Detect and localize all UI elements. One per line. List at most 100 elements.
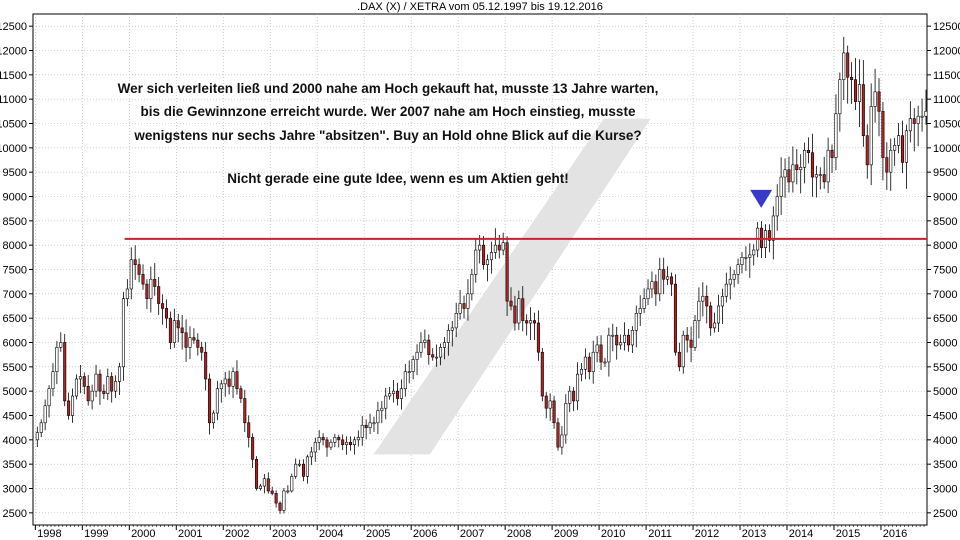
candle-up — [121, 298, 125, 368]
x-tick-label: 2006 — [413, 528, 437, 540]
candle-up — [529, 320, 533, 324]
candle-down — [204, 351, 208, 380]
candle-down — [830, 149, 834, 158]
candle-up — [607, 334, 611, 363]
candle-down — [184, 332, 188, 348]
candle-down — [513, 305, 517, 324]
candle-up — [697, 300, 701, 321]
y-tick-label: 9000 — [3, 192, 27, 204]
candle-up — [591, 351, 595, 373]
y-tick-label: 9000 — [933, 192, 957, 204]
candle-down — [145, 283, 149, 300]
candle-up — [619, 342, 623, 346]
candle-down — [67, 400, 71, 416]
candle-down — [877, 91, 881, 112]
x-axis: 1998 1999 2000 2001 2002 2003 2004 2005 2006 2007… — [34, 525, 925, 540]
y-tick-label: 2500 — [3, 508, 27, 520]
candle-up — [423, 339, 427, 343]
candle-up — [368, 422, 372, 428]
candle-up — [90, 390, 94, 402]
candle-down — [168, 317, 172, 343]
candle-up — [360, 424, 364, 438]
candle-up — [466, 293, 470, 309]
candle-up — [39, 422, 43, 433]
candle-up — [920, 115, 924, 118]
candle-up — [380, 407, 384, 411]
candle-down — [364, 424, 368, 428]
candle-up — [701, 295, 705, 302]
candle-up — [78, 376, 82, 380]
candle-down — [673, 283, 677, 353]
y-tick-label: 6000 — [3, 338, 27, 350]
candle-up — [298, 463, 302, 466]
candle-up — [258, 485, 262, 489]
y-tick-label: 3000 — [933, 484, 957, 496]
candle-up — [740, 257, 744, 265]
candle-up — [579, 368, 583, 375]
candle-up — [752, 249, 756, 256]
x-tick-label: 2008 — [507, 528, 531, 540]
candle-up — [583, 356, 587, 370]
candle-down — [850, 76, 854, 81]
candle-down — [822, 174, 826, 183]
candle-up — [623, 334, 627, 343]
candle-up — [736, 264, 740, 275]
y-tick-label: 5000 — [933, 386, 957, 398]
candle-up — [384, 395, 388, 409]
y-tick-label: 2500 — [933, 508, 957, 520]
y-tick-label: 4000 — [3, 435, 27, 447]
candle-down — [521, 298, 525, 321]
candle-down — [200, 347, 204, 353]
candle-down — [587, 356, 591, 373]
y-tick-label: 8000 — [933, 240, 957, 252]
candle-up — [282, 490, 286, 511]
candle-up — [517, 298, 521, 324]
y-tick-label: 10000 — [0, 143, 27, 155]
candle-up — [838, 79, 842, 115]
y-tick-label: 10500 — [0, 119, 27, 131]
annotation-line-1: Wer sich verleiten ließ und 2000 nahe am… — [118, 81, 659, 96]
candle-down — [164, 308, 169, 319]
candle-down — [865, 135, 869, 166]
candle-down — [509, 300, 513, 307]
candle-down — [536, 322, 540, 353]
candle-up — [595, 344, 599, 353]
candle-up — [666, 276, 670, 280]
candle-up — [748, 254, 752, 258]
candle-down — [767, 230, 771, 241]
candle-up — [399, 388, 403, 399]
candle-down — [321, 437, 325, 441]
candle-up — [814, 174, 818, 178]
candle-up — [215, 388, 219, 414]
candle-up — [458, 303, 462, 314]
candle-up — [317, 437, 321, 443]
y-tick-label: 6500 — [933, 313, 957, 325]
candle-up — [94, 373, 98, 392]
candle-up — [693, 320, 697, 348]
candle-up — [59, 342, 63, 348]
candle-up — [51, 371, 55, 390]
candle-up — [439, 347, 443, 358]
candle-up — [799, 167, 803, 171]
candle-down — [427, 339, 431, 355]
x-tick-label: 2011 — [648, 528, 672, 540]
candle-down — [599, 344, 603, 363]
candle-down — [208, 378, 212, 424]
down-triangle-marker — [750, 189, 773, 208]
y-tick-label: 7500 — [3, 265, 27, 277]
candle-down — [161, 303, 165, 309]
x-tick-label: 2013 — [742, 528, 766, 540]
y-tick-label: 3000 — [3, 484, 27, 496]
annotation-line-2: bis die Gewinnzone erreicht wurde. Wer 2… — [141, 104, 636, 119]
x-tick-label: 2007 — [460, 528, 484, 540]
y-tick-label: 3500 — [933, 459, 957, 471]
candle-up — [35, 432, 39, 441]
candle-down — [572, 390, 576, 402]
chart-title: .DAX (X) / XETRA vom 05.12.1997 bis 19.1… — [357, 1, 603, 13]
candle-down — [705, 295, 709, 307]
y-axis-right: 2500 3000 3500 4000 4500 5000 5500 6000 6500 7000… — [927, 21, 960, 520]
candle-down — [861, 84, 865, 136]
candle-down — [885, 157, 889, 173]
x-tick-label: 2016 — [883, 528, 907, 540]
candle-down — [137, 264, 141, 275]
